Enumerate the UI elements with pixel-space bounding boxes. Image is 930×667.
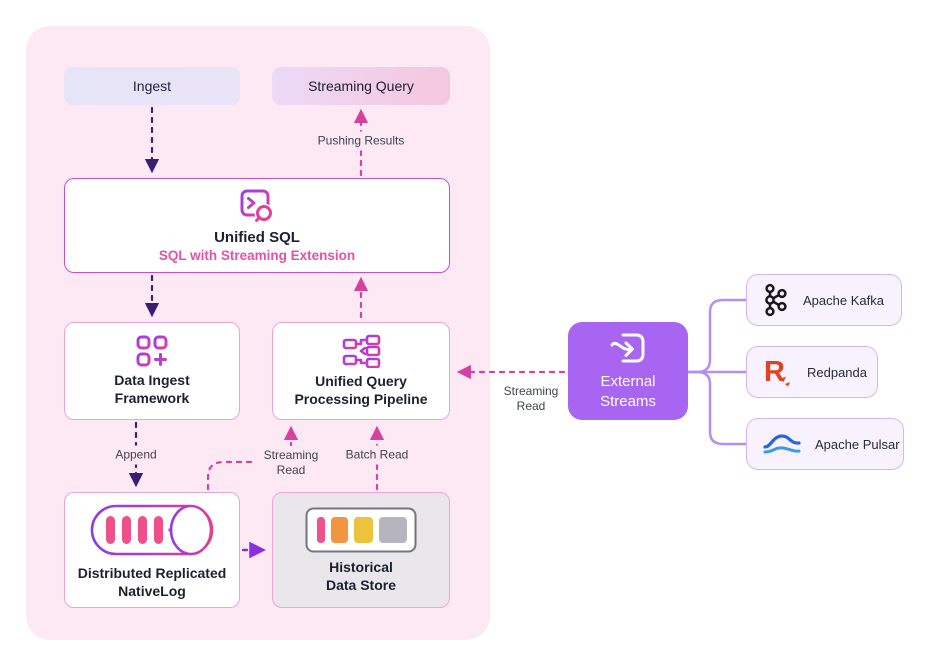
data-ingest-line2: Framework bbox=[114, 390, 190, 406]
streaming-read-external-line2: Read bbox=[516, 399, 546, 413]
streaming-read-internal-line1: Streaming bbox=[263, 448, 319, 462]
edge-label-streaming-read-external: Streaming Read bbox=[499, 382, 564, 416]
node-historical-store: Historical Data Store bbox=[272, 492, 450, 608]
segmented-store-icon bbox=[305, 507, 417, 552]
log-cylinder-icon bbox=[90, 504, 214, 555]
node-apache-kafka: Apache Kafka bbox=[746, 274, 902, 326]
external-streams-line1: External bbox=[600, 373, 656, 390]
unified-sql-title: Unified SQL bbox=[214, 229, 300, 246]
uqpp-line1: Unified Query bbox=[315, 373, 407, 389]
node-unified-sql: Unified SQL SQL with Streaming Extension bbox=[64, 178, 450, 273]
historical-line2: Data Store bbox=[325, 576, 397, 593]
kafka-logo-icon bbox=[765, 283, 787, 317]
historical-line1: Historical bbox=[329, 558, 393, 575]
external-branch-connectors bbox=[686, 298, 748, 446]
native-log-line1: Distributed Replicated bbox=[77, 564, 227, 581]
streaming-query-label: Streaming Query bbox=[308, 78, 414, 94]
native-log-line2: NativeLog bbox=[118, 582, 186, 599]
terminal-search-icon bbox=[240, 189, 274, 223]
pipeline-flow-icon bbox=[342, 334, 381, 368]
node-native-log: Distributed Replicated NativeLog bbox=[64, 492, 240, 608]
historical-store-label: Historical Data Store bbox=[326, 558, 396, 594]
node-apache-pulsar: Apache Pulsar bbox=[746, 418, 904, 470]
external-streams-label: External Streams bbox=[600, 372, 656, 412]
node-unified-query-pipeline: Unified Query Processing Pipeline bbox=[272, 322, 450, 420]
node-ingest: Ingest bbox=[64, 67, 240, 105]
node-redpanda: R Redpanda bbox=[746, 346, 878, 398]
components-plus-icon bbox=[136, 335, 168, 367]
streaming-read-external-line1: Streaming bbox=[503, 384, 559, 398]
node-data-ingest-framework: Data Ingest Framework bbox=[64, 322, 240, 420]
kafka-label: Apache Kafka bbox=[803, 292, 884, 308]
node-streaming-query: Streaming Query bbox=[272, 67, 450, 105]
redpanda-logo-letter: R bbox=[764, 356, 785, 388]
redpanda-label: Redpanda bbox=[807, 364, 867, 380]
node-external-streams: External Streams bbox=[568, 322, 688, 420]
data-ingest-framework-label: Data Ingest Framework bbox=[114, 371, 189, 407]
external-streams-line2: Streams bbox=[600, 393, 656, 410]
unified-sql-subtitle: SQL with Streaming Extension bbox=[158, 248, 356, 263]
redpanda-logo-icon: R bbox=[764, 356, 790, 388]
streaming-read-internal-line2: Read bbox=[276, 463, 306, 477]
unified-query-pipeline-label: Unified Query Processing Pipeline bbox=[294, 372, 427, 408]
pulsar-label: Apache Pulsar bbox=[815, 436, 900, 452]
edge-label-streaming-read-internal: Streaming Read bbox=[258, 446, 324, 480]
edge-label-pushing-results: Pushing Results bbox=[312, 131, 410, 151]
stream-import-icon bbox=[610, 333, 645, 363]
uqpp-line2: Processing Pipeline bbox=[294, 391, 428, 407]
native-log-label: Distributed Replicated NativeLog bbox=[78, 564, 227, 600]
pulsar-logo-icon bbox=[763, 434, 801, 454]
data-ingest-line1: Data Ingest bbox=[114, 372, 190, 388]
edge-label-batch-read: Batch Read bbox=[340, 445, 414, 465]
edge-label-append: Append bbox=[110, 445, 162, 465]
ingest-label: Ingest bbox=[132, 78, 172, 94]
